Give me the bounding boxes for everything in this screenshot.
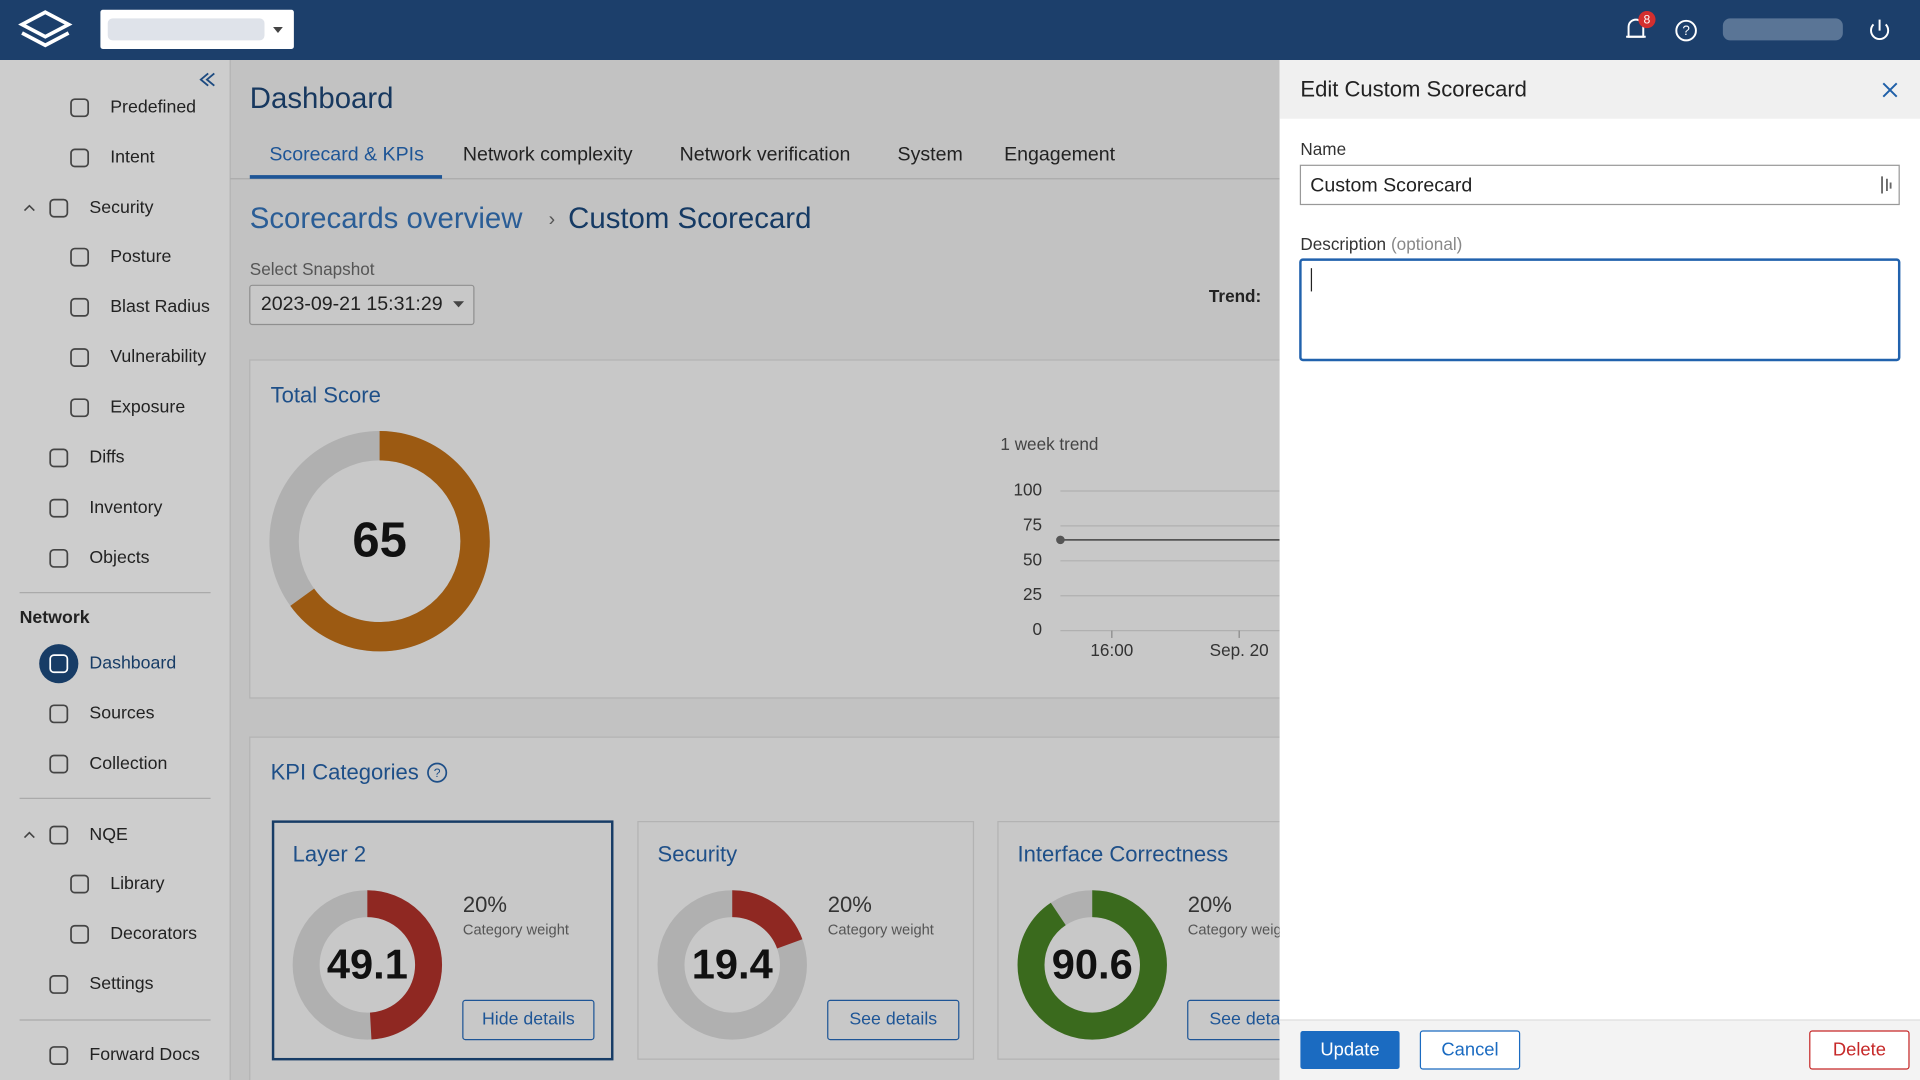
- nav-item[interactable]: Predefined: [110, 96, 196, 116]
- page-title: Dashboard: [250, 82, 394, 115]
- chart-title: 1 week trend: [1000, 434, 1098, 454]
- kpi-weight-label: Category weight: [828, 922, 934, 938]
- kpi-title: Security: [658, 842, 738, 867]
- y-tick-label: 50: [1023, 549, 1042, 569]
- name-value: Custom Scorecard: [1310, 174, 1472, 196]
- kpi-weight: 20%: [463, 892, 507, 917]
- snapshot-label: Select Snapshot: [250, 259, 375, 279]
- y-tick-label: 0: [1033, 619, 1043, 639]
- blurred-org: [108, 18, 265, 40]
- drawer-title: Edit Custom Scorecard: [1300, 76, 1527, 101]
- nav-item[interactable]: Collection: [89, 753, 167, 773]
- nav-item[interactable]: Decorators: [110, 923, 197, 943]
- trend-label: Trend:: [1209, 286, 1261, 306]
- description-label-text: Description: [1300, 233, 1386, 253]
- kpi-weight: 20%: [828, 892, 872, 917]
- tab[interactable]: Engagement: [1004, 144, 1116, 166]
- total-score-card: [250, 360, 1352, 698]
- nav-item[interactable]: Objects: [89, 547, 149, 567]
- y-tick-label: 100: [1013, 480, 1042, 500]
- tab[interactable]: Scorecard & KPIs: [269, 144, 424, 166]
- update-label: Update: [1320, 1038, 1379, 1059]
- kpi-title: Interface Correctness: [1018, 842, 1229, 867]
- cancel-label: Cancel: [1441, 1038, 1498, 1059]
- breadcrumb-link[interactable]: Scorecards overview: [250, 202, 523, 235]
- y-tick-label: 25: [1023, 584, 1042, 604]
- nav-item[interactable]: Blast Radius: [110, 296, 210, 316]
- kpi-weight-label: Category weight: [463, 922, 569, 938]
- nav-item[interactable]: Library: [110, 873, 164, 893]
- nav-item[interactable]: Intent: [110, 147, 154, 167]
- name-label: Name: [1300, 139, 1346, 159]
- details-label: Hide details: [482, 1009, 575, 1029]
- active-tab-indicator: [250, 175, 442, 179]
- nav-item[interactable]: Vulnerability: [110, 346, 206, 366]
- description-label: Description(optional): [1300, 233, 1462, 253]
- active-item-icon: [39, 644, 78, 683]
- donut-value: 49.1: [327, 940, 408, 987]
- description-input[interactable]: [1300, 260, 1899, 360]
- x-tick-label: 16:00: [1090, 640, 1133, 660]
- snapshot-value: 2023-09-21 15:31:29: [261, 293, 443, 315]
- description-hint: (optional): [1391, 233, 1462, 253]
- tab[interactable]: Network verification: [680, 144, 851, 166]
- delete-label: Delete: [1833, 1038, 1886, 1059]
- nav-item[interactable]: Diffs: [89, 447, 124, 467]
- nav-item[interactable]: Settings: [89, 973, 153, 993]
- trend-point: [1056, 536, 1065, 545]
- donut-value: 65: [352, 514, 406, 568]
- kpi-weight: 20%: [1188, 892, 1232, 917]
- donut-value: 90.6: [1052, 940, 1133, 987]
- tab[interactable]: Network complexity: [463, 144, 633, 166]
- y-tick-label: 75: [1023, 514, 1042, 534]
- nav-item[interactable]: Inventory: [89, 497, 162, 517]
- tab[interactable]: System: [898, 144, 963, 166]
- blurred-user: [1723, 18, 1843, 40]
- nav-item[interactable]: NQE: [89, 824, 128, 844]
- nav-item[interactable]: Exposure: [110, 396, 185, 416]
- info-mark: ?: [434, 766, 441, 780]
- nav-item[interactable]: Posture: [110, 246, 171, 266]
- nav-item[interactable]: Security: [89, 197, 153, 217]
- nav-item[interactable]: Dashboard: [89, 652, 176, 672]
- details-label: See details: [849, 1009, 937, 1029]
- breadcrumb-current: Custom Scorecard: [568, 202, 811, 235]
- nav-item[interactable]: Forward Docs: [89, 1044, 200, 1064]
- card-title: KPI Categories: [271, 760, 419, 785]
- kpi-weight-label: Category weight: [1188, 922, 1294, 938]
- nav-item[interactable]: Sources: [89, 703, 154, 723]
- section-heading: Network: [20, 607, 90, 627]
- drawer: [1280, 60, 1920, 1080]
- breadcrumb-separator: ›: [549, 209, 556, 231]
- x-tick-label: Sep. 20: [1210, 640, 1269, 660]
- donut-value: 19.4: [692, 940, 773, 987]
- badge-count: 8: [1644, 12, 1651, 26]
- kpi-title: Layer 2: [293, 842, 366, 867]
- card-title: Total Score: [271, 383, 381, 408]
- help-mark: ?: [1682, 23, 1689, 38]
